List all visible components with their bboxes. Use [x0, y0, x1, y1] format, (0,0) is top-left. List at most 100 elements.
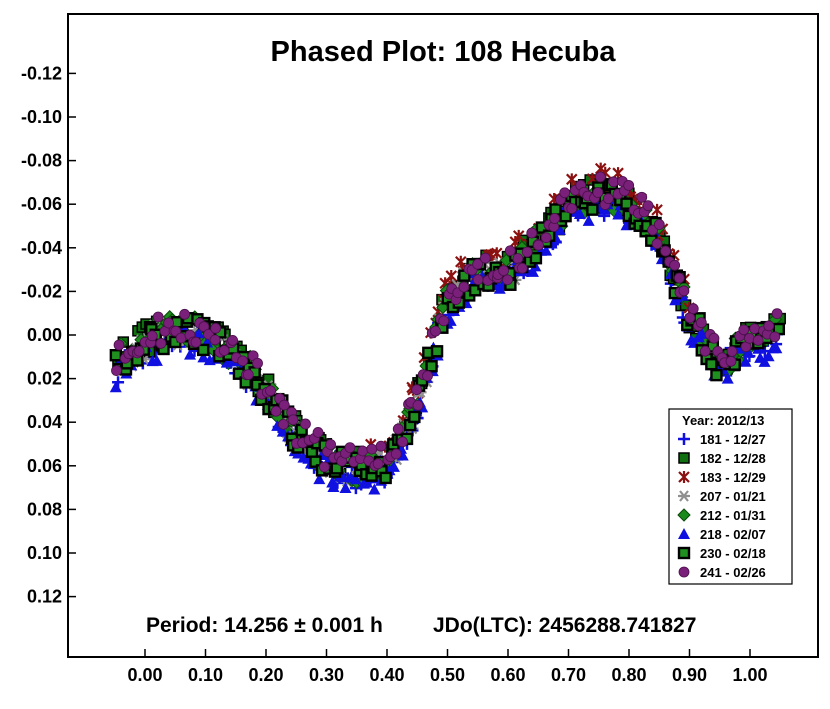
data-point [726, 346, 738, 357]
data-point [179, 308, 191, 320]
data-point [155, 338, 167, 349]
data-point [529, 251, 543, 265]
data-point [769, 331, 781, 343]
data-point [540, 232, 552, 244]
y-tick-label: -0.06 [21, 194, 62, 214]
data-point [566, 203, 578, 214]
data-point [270, 405, 282, 417]
data-point [438, 315, 450, 327]
data-point [636, 191, 648, 203]
y-tick-label: 0.12 [27, 587, 62, 607]
data-point [559, 187, 571, 199]
legend-marker [678, 528, 690, 539]
legend-label: 207 - 01/21 [700, 489, 766, 504]
data-point [710, 368, 723, 382]
data-point [744, 332, 755, 344]
data-point [375, 440, 387, 452]
data-point [502, 274, 513, 286]
legend-label: 241 - 02/26 [700, 565, 766, 580]
data-point [163, 317, 175, 329]
legend-title: Year: 2012/13 [682, 413, 764, 428]
data-point [312, 427, 324, 438]
data-point [210, 322, 222, 334]
data-point [687, 303, 699, 315]
data-point [758, 355, 771, 367]
x-tick-label: 0.90 [672, 665, 707, 685]
x-tick-label: 0.80 [611, 665, 646, 685]
x-tick-label: 0.60 [490, 665, 525, 685]
y-tick-label: -0.02 [21, 281, 62, 301]
x-tick-label: 0.30 [309, 665, 344, 685]
data-point [479, 252, 491, 264]
data-point [602, 193, 614, 205]
data-point [300, 418, 311, 430]
data-point [190, 336, 202, 348]
data-point [197, 351, 210, 363]
data-point [592, 187, 604, 198]
data-point [357, 445, 368, 457]
y-tick-label: 0.10 [27, 543, 62, 563]
data-point [111, 365, 122, 377]
data-point [227, 335, 239, 346]
data-point [721, 372, 734, 384]
legend-label: 183 - 12/29 [700, 470, 766, 485]
data-point [412, 400, 424, 411]
data-point [150, 354, 163, 366]
y-tick-label: -0.10 [21, 107, 62, 127]
x-axis: 0.00 0.10 0.20 0.30 0.40 0.50 0.60 0.70 0.80 0.90… [127, 649, 768, 685]
data-point [133, 345, 145, 357]
data-point [425, 360, 438, 373]
y-tick-label: -0.12 [21, 63, 62, 83]
y-tick-label: 0.06 [27, 456, 62, 476]
series-241 [111, 171, 783, 473]
legend-marker [677, 546, 691, 560]
data-point [318, 461, 330, 473]
data-point [504, 245, 516, 257]
data-point [209, 334, 221, 346]
data-point [526, 227, 538, 239]
data-point [708, 332, 720, 344]
data-point [366, 443, 378, 455]
data-point [196, 343, 210, 357]
data-point [287, 414, 299, 426]
x-tick-label: 1.00 [732, 665, 767, 685]
data-point [408, 410, 421, 424]
data-point [526, 265, 539, 277]
data-point [237, 355, 249, 367]
data-point [582, 214, 595, 226]
x-tick-label: 0.00 [127, 665, 162, 685]
data-point [695, 317, 707, 329]
data-point [490, 247, 503, 260]
data-point [184, 348, 197, 360]
data-point [516, 262, 528, 274]
legend-label: 212 - 01/31 [700, 508, 766, 523]
data-point [738, 324, 750, 336]
x-tick-label: 0.50 [430, 665, 465, 685]
data-point [749, 323, 761, 335]
data-point [770, 342, 783, 354]
legend-marker [677, 508, 691, 522]
data-point [762, 350, 775, 362]
data-point [521, 246, 533, 258]
data-point [445, 269, 458, 282]
data-point [699, 345, 711, 357]
data-point [313, 473, 326, 485]
legend-marker [678, 566, 690, 578]
y-tick-label: -0.04 [21, 238, 62, 258]
data-point [594, 171, 606, 183]
data-point [252, 357, 263, 369]
data-point [540, 244, 553, 256]
legend-marker [678, 471, 690, 483]
data-point [752, 334, 764, 346]
legend-label: 218 - 02/07 [700, 527, 766, 542]
data-point [344, 442, 356, 454]
y-axis: -0.12 -0.10 -0.08 -0.06 -0.04 -0.02 0.00 0.02 0.… [21, 63, 76, 607]
y-tick-label: 0.00 [27, 325, 62, 345]
data-point [430, 325, 441, 337]
data-point [397, 436, 408, 448]
data-point [586, 203, 599, 216]
y-tick-label: 0.08 [27, 499, 62, 519]
data-point [330, 462, 344, 475]
data-point [146, 330, 158, 342]
epoch-label: JDo(LTC): 2456288.741827 [433, 614, 696, 637]
